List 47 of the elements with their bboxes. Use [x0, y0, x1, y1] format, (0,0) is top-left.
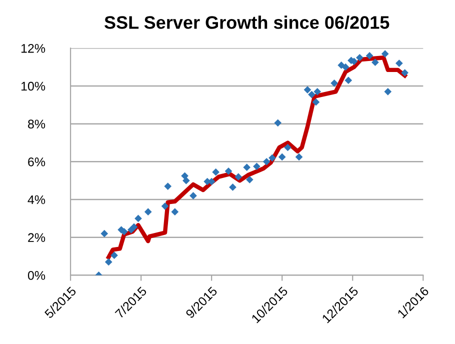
point [295, 153, 303, 161]
point [104, 258, 112, 266]
point [278, 153, 286, 161]
point [401, 69, 408, 76]
point [381, 50, 389, 58]
point [161, 202, 169, 210]
point [243, 164, 251, 172]
point [284, 144, 292, 152]
point [384, 88, 392, 96]
y-tick-label: 8% [28, 120, 46, 128]
point [100, 230, 108, 238]
point [134, 214, 142, 222]
point [356, 54, 364, 62]
point [395, 60, 403, 67]
point [304, 86, 312, 94]
point [212, 168, 220, 176]
point [344, 76, 352, 84]
point [110, 252, 118, 260]
point [253, 162, 260, 170]
point [164, 182, 172, 190]
point [234, 173, 242, 180]
y-tick-label: 0% [28, 271, 46, 280]
point [171, 208, 179, 216]
point [182, 176, 190, 184]
point [312, 98, 320, 106]
y-tick-label: 4% [28, 195, 46, 204]
point [274, 119, 282, 127]
point [308, 90, 316, 98]
point [262, 158, 270, 166]
point [366, 52, 374, 60]
y-tick-label: 12% [21, 44, 46, 53]
y-tick-label: 6% [28, 157, 46, 166]
point [229, 184, 236, 191]
point [268, 154, 276, 162]
point [330, 79, 338, 87]
y-tick-label: 2% [28, 233, 46, 242]
point [342, 63, 350, 71]
point [314, 88, 322, 96]
y-tick-label: 10% [21, 82, 46, 91]
point [372, 58, 379, 66]
point [130, 223, 138, 231]
point [224, 167, 232, 175]
point [246, 176, 254, 184]
chart-title: SSL Server Growth since 06/2015 [104, 16, 390, 30]
point [181, 172, 188, 180]
point [190, 192, 197, 200]
point [144, 208, 152, 216]
